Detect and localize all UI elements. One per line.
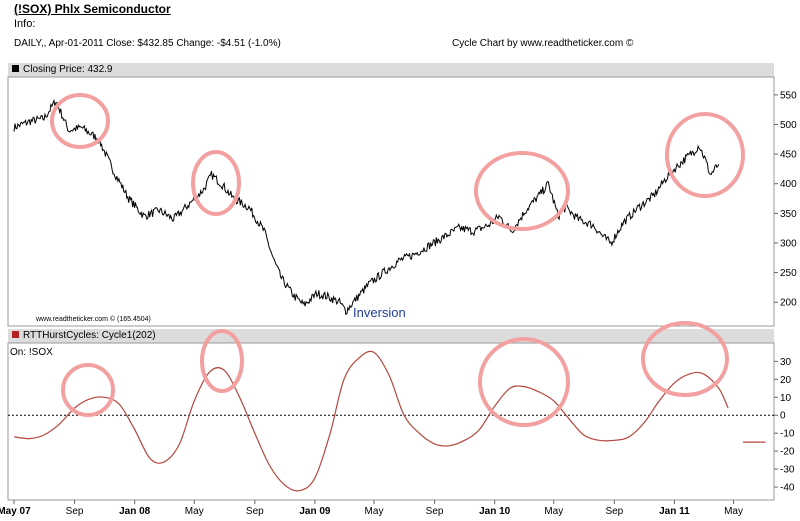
cycle-ytick-label: -40 xyxy=(780,483,795,494)
price-watermark: www.readtheticker.com © (165.4504) xyxy=(35,315,151,323)
x-tick-label: Jan 09 xyxy=(299,506,331,517)
x-tick-label: May xyxy=(544,506,563,517)
price-ytick-label: 550 xyxy=(780,90,797,101)
price-ytick-label: 350 xyxy=(780,209,797,220)
price-highlight-circle xyxy=(474,151,570,231)
cycle-highlight-circle xyxy=(61,363,115,417)
x-tick-label: Jan 11 xyxy=(659,506,690,517)
x-tick-label: May 07 xyxy=(0,506,31,517)
price-ytick-label: 500 xyxy=(780,120,797,131)
cycle-panel-frame xyxy=(7,342,775,501)
price-ytick-label: 200 xyxy=(780,298,797,309)
price-series-line xyxy=(13,98,720,316)
price-ytick-label: 400 xyxy=(780,179,797,190)
cycle-ytick-label: 30 xyxy=(780,357,792,368)
inversion-annotation: Inversion xyxy=(353,305,406,320)
x-tick-label: Sep xyxy=(605,506,623,517)
cycle-legend-swatch xyxy=(12,330,19,338)
x-tick-label: Jan 08 xyxy=(119,506,151,517)
cycle-series-line xyxy=(13,350,729,492)
info-label: Info: xyxy=(14,18,36,30)
x-tick-label: Sep xyxy=(246,506,264,517)
chart-title[interactable]: (!SOX) Phlx Semiconductor xyxy=(14,2,171,16)
cycle-highlight-circle xyxy=(478,337,570,427)
cycle-highlight-circle xyxy=(641,321,729,397)
cycle-panel-label: RTTHurstCycles: Cycle1(202) xyxy=(23,330,156,341)
price-ytick-label: 450 xyxy=(780,150,797,161)
x-tick-label: Jan 10 xyxy=(479,506,511,517)
price-highlight-circle xyxy=(50,93,110,149)
cycle-highlight-circle xyxy=(200,329,244,393)
cycle-ytick-label: -10 xyxy=(780,429,795,440)
x-tick-label: May xyxy=(724,506,743,517)
price-highlight-circle xyxy=(191,150,241,216)
x-tick-label: Sep xyxy=(66,506,84,517)
price-ytick-label: 300 xyxy=(780,238,797,249)
price-legend-swatch xyxy=(12,64,19,72)
price-panel-header: Closing Price: 432.9 xyxy=(8,63,774,77)
x-tick-label: May xyxy=(365,506,384,517)
cycle-panel-header: RTTHurstCycles: Cycle1(202) xyxy=(8,329,774,343)
price-ytick-label: 250 xyxy=(780,268,797,279)
cycle-ytick-label: -30 xyxy=(780,465,795,476)
price-panel-frame xyxy=(7,76,775,327)
price-highlight-circle xyxy=(665,112,745,198)
cycle-ytick-label: 20 xyxy=(780,375,792,386)
cycle-ytick-label: -20 xyxy=(780,447,795,458)
x-tick-label: May xyxy=(185,506,204,517)
cycle-ytick-label: 0 xyxy=(780,411,786,422)
daily-summary: DAILY,, Apr-01-2011 Close: $432.85 Chang… xyxy=(14,38,281,49)
cycle-source-label: On: !SOX xyxy=(10,347,53,358)
cycle-ytick-label: 10 xyxy=(780,393,792,404)
price-panel-label: Closing Price: 432.9 xyxy=(23,64,113,75)
x-tick-label: Sep xyxy=(426,506,444,517)
chart-credit: Cycle Chart by www.readtheticker.com © xyxy=(452,38,634,49)
